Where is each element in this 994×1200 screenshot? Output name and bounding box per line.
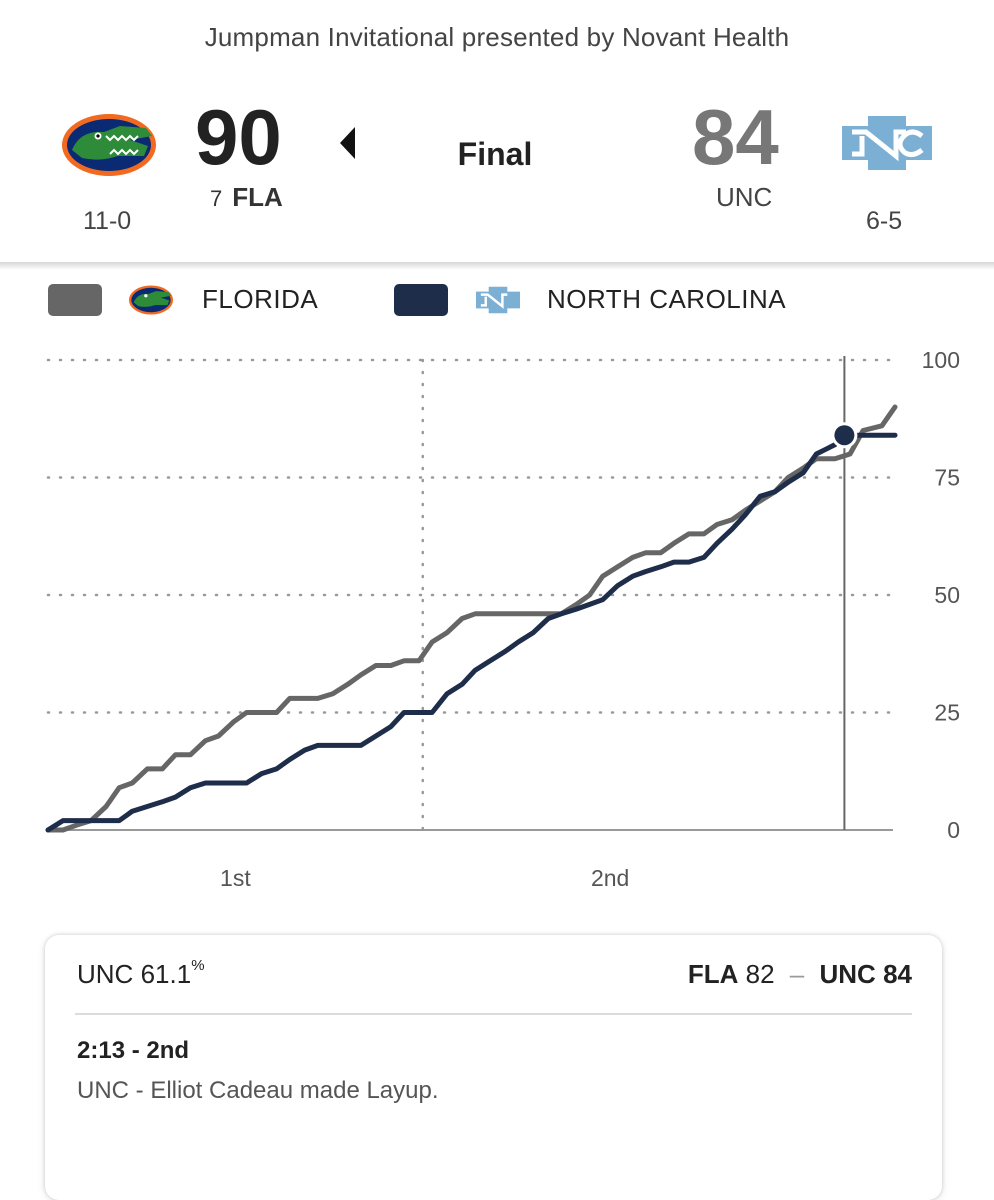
series-line-florida — [45, 404, 898, 833]
header-divider — [0, 262, 994, 270]
home-team-record: 6-5 — [866, 207, 903, 235]
away-team-name: 7 FLA — [210, 182, 283, 213]
florida-gators-logo-icon[interactable] — [60, 112, 158, 183]
play-detail-card: UNC 61.1% FLA 82 – UNC 84 2:13 - 2nd UNC… — [45, 935, 942, 1200]
y-tick-label: 100 — [922, 347, 960, 373]
away-team-score: 90 — [195, 93, 282, 181]
legend-swatch-north-carolina — [394, 284, 448, 316]
score-snapshot-dash: – — [789, 959, 805, 989]
score-snapshot-a: 82 — [745, 959, 775, 989]
home-team-score: 84 — [692, 93, 779, 181]
legend-label-north-carolina: NORTH CAROLINA — [547, 284, 787, 314]
unc-tar-heels-logo-icon — [474, 284, 522, 321]
chart-legend: FLORIDA NORTH CAROLINA — [0, 280, 994, 320]
win-probability-team: UNC — [77, 959, 134, 989]
score-snapshot-b: 84 — [883, 959, 912, 989]
florida-gators-logo-icon — [128, 284, 174, 321]
selected-point-marker — [834, 425, 855, 446]
away-team-rank: 7 — [210, 186, 223, 211]
legend-swatch-florida — [48, 284, 102, 316]
play-time: 2:13 - 2nd — [77, 1037, 190, 1064]
play-description: UNC - Elliot Cadeau made Layup. — [77, 1077, 439, 1104]
score-snapshot-team-a: FLA — [687, 959, 739, 989]
period-label: 2nd — [591, 865, 629, 891]
home-team-name: UNC — [716, 182, 772, 213]
away-team-record: 11-0 — [83, 207, 132, 235]
win-probability-value: 61.1 — [140, 959, 192, 989]
event-title: Jumpman Invitational presented by Novant… — [204, 22, 790, 52]
win-probability-unit: % — [191, 957, 205, 974]
win-probability: UNC 61.1% — [77, 957, 205, 990]
home-team-abbr: UNC — [716, 182, 773, 212]
y-tick-label: 0 — [947, 817, 960, 843]
legend-label-florida: FLORIDA — [202, 284, 319, 314]
series-line-north-carolina — [45, 432, 898, 833]
unc-tar-heels-logo-icon[interactable] — [838, 112, 936, 179]
score-snapshot-team-b: UNC — [819, 959, 876, 989]
card-divider — [75, 1013, 912, 1015]
y-tick-label: 25 — [934, 700, 960, 726]
period-label: 1st — [220, 865, 251, 891]
y-tick-label: 75 — [934, 465, 960, 491]
score-snapshot: FLA 82 – UNC 84 — [688, 959, 912, 990]
away-team-abbr: FLA — [232, 182, 283, 212]
score-progression-chart[interactable]: 100 75 50 25 0 1st 2nd — [0, 330, 994, 910]
winner-indicator-icon — [340, 127, 356, 164]
game-status: Final — [457, 136, 533, 172]
y-tick-label: 50 — [934, 582, 960, 608]
